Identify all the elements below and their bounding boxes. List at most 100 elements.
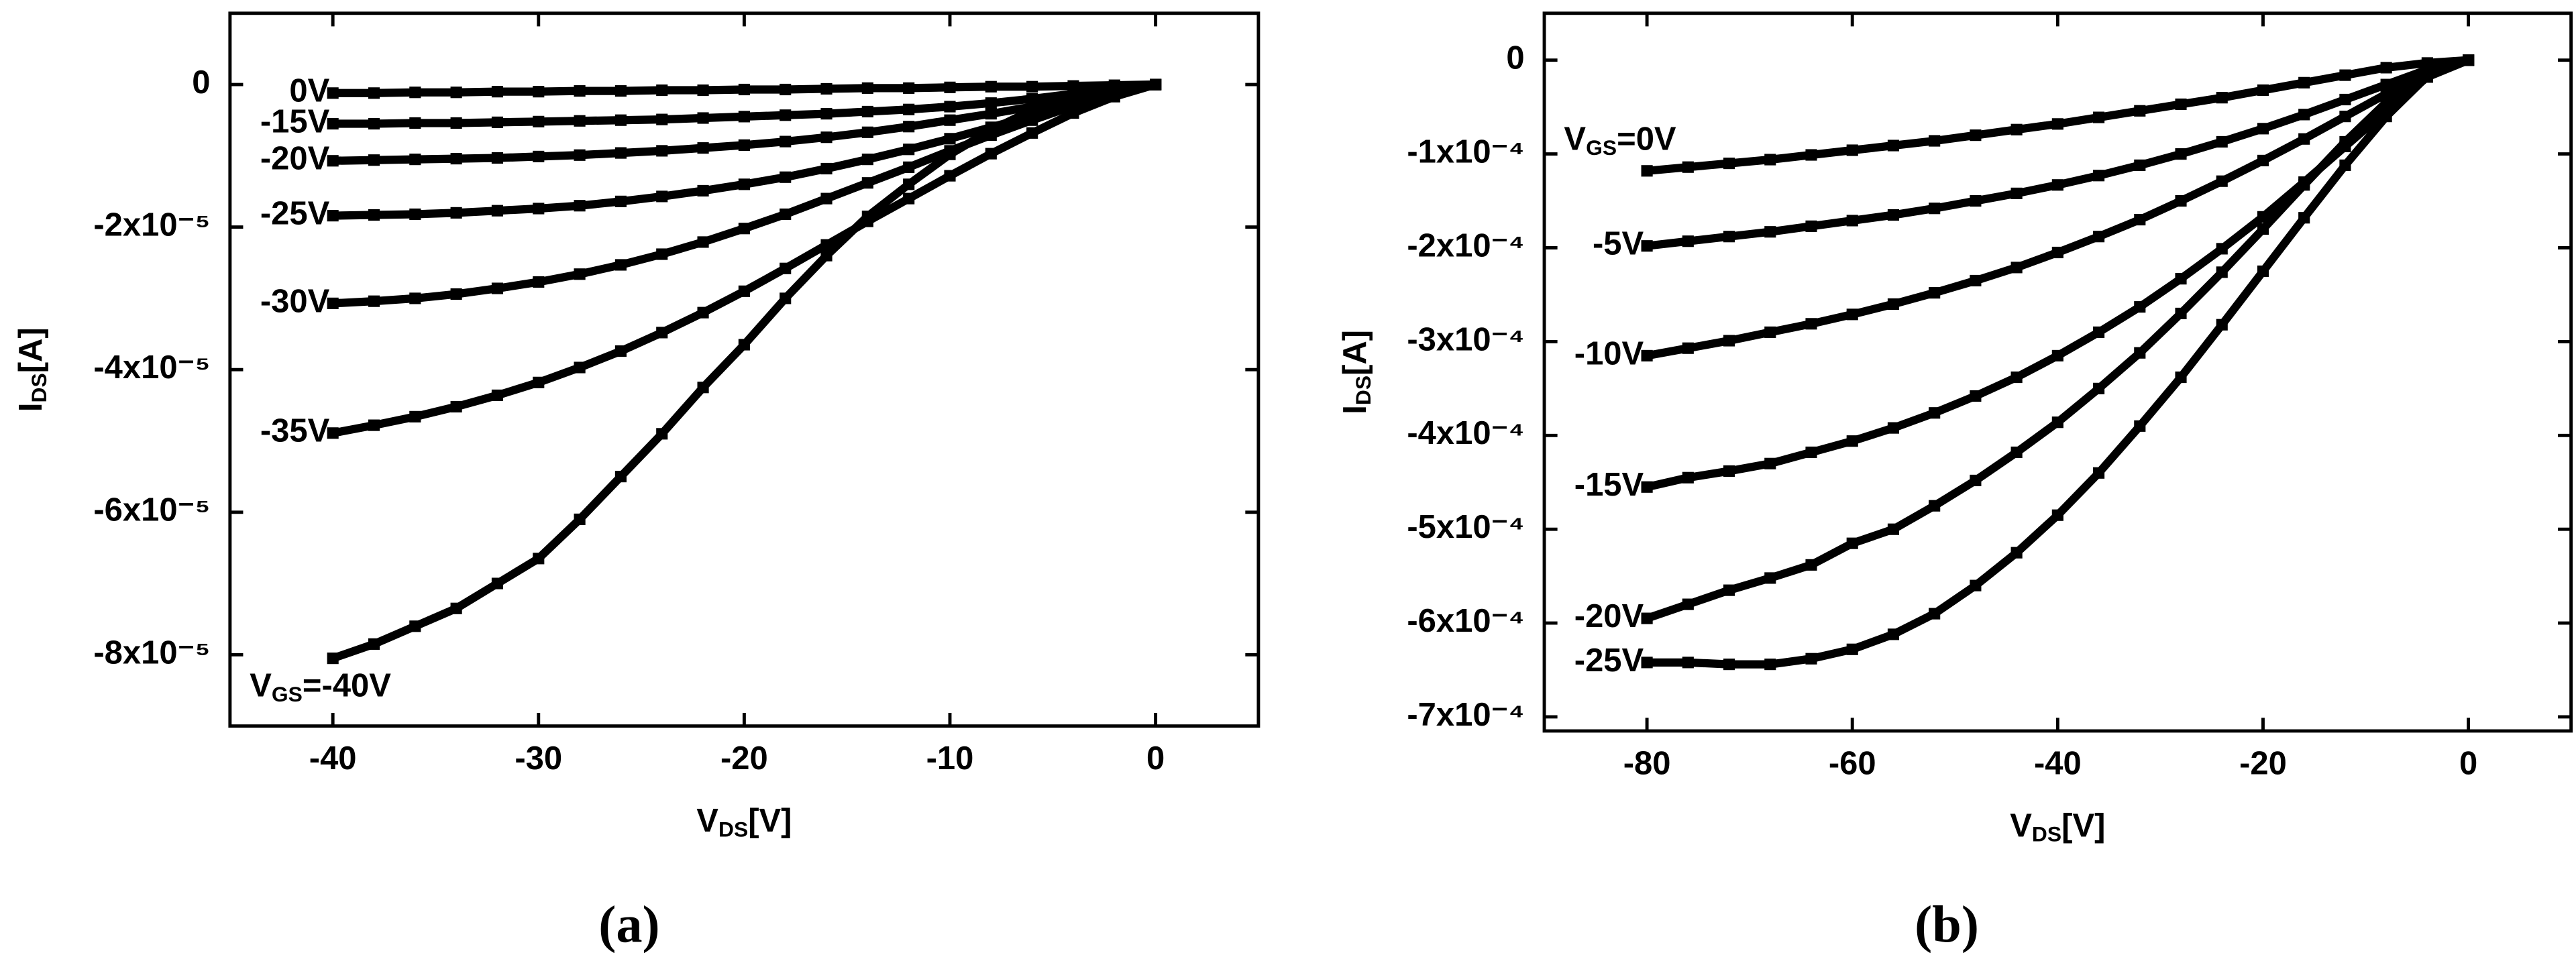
data-point (1764, 572, 1776, 584)
data-point (2093, 326, 2105, 338)
data-point (1026, 80, 1038, 93)
data-point (2134, 347, 2146, 359)
data-point (820, 131, 833, 144)
y-tick-label: -6x10⁻⁵ (93, 492, 210, 528)
data-point (2380, 97, 2392, 109)
data-point (697, 142, 709, 154)
data-point (1641, 165, 1653, 177)
data-point (697, 236, 709, 248)
data-point (574, 149, 586, 161)
data-point (656, 190, 668, 203)
y-tick-label: -3x10⁻⁴ (1407, 321, 1524, 357)
series-line (1646, 56, 2469, 250)
data-point (1805, 318, 1817, 330)
data-point (861, 154, 873, 166)
series-label: -35V (260, 413, 330, 449)
data-point (368, 295, 380, 307)
data-point (533, 276, 545, 288)
data-point (533, 203, 545, 215)
data-point (2298, 76, 2310, 89)
data-point (533, 86, 545, 98)
data-point (697, 382, 709, 394)
series-label-main: V (250, 668, 272, 704)
y-tick-label: -4x10⁻⁵ (93, 349, 210, 386)
data-point (985, 97, 997, 109)
series-label: -15V (1574, 467, 1644, 503)
data-point (1929, 287, 1941, 299)
x-tick-label: -40 (2034, 745, 2082, 781)
y-tick-label: -2x10⁻⁵ (93, 207, 210, 243)
data-point (450, 288, 462, 300)
data-point (738, 285, 750, 297)
data-point (2010, 123, 2023, 135)
data-point (1929, 608, 1941, 620)
data-point (903, 103, 915, 115)
data-point (2093, 170, 2105, 182)
data-point (944, 133, 956, 145)
x-axis-title-sub: DS (718, 817, 748, 842)
data-point (2339, 159, 2351, 171)
series-label: VGS=0V (1564, 121, 1676, 160)
data-point (2257, 84, 2269, 97)
data-point (1026, 104, 1038, 116)
x-axis-title-rest: [V] (2061, 807, 2105, 844)
data-point (2257, 265, 2269, 278)
series-label-sub: GS (272, 682, 303, 706)
data-point (2175, 148, 2187, 160)
data-point (409, 292, 421, 304)
y-axis-title-main: I (13, 402, 49, 412)
data-point (656, 113, 668, 125)
data-point (2051, 246, 2063, 259)
data-point (574, 268, 586, 280)
data-point (820, 108, 833, 120)
data-point (2175, 273, 2187, 285)
data-point (2339, 111, 2351, 123)
data-point (780, 208, 792, 221)
data-point (2093, 382, 2105, 394)
data-point (1887, 209, 1900, 221)
data-point (820, 192, 833, 205)
data-point (1026, 127, 1038, 139)
data-point (327, 653, 339, 665)
series-label: -25V (260, 196, 330, 232)
data-point (697, 84, 709, 97)
data-point (738, 83, 750, 96)
data-point (1887, 523, 1900, 535)
data-point (656, 428, 668, 440)
x-tick-label: -30 (515, 740, 562, 777)
data-point (903, 82, 915, 94)
data-point (574, 361, 586, 374)
series-label: -20V (1574, 598, 1644, 634)
data-point (1682, 161, 1694, 173)
data-point (2134, 420, 2146, 432)
data-point (2175, 98, 2187, 111)
data-point (450, 153, 462, 165)
data-point (1929, 407, 1941, 419)
x-tick-label: -80 (1623, 745, 1671, 781)
data-point (1682, 471, 1694, 484)
data-point (903, 144, 915, 156)
data-point (861, 105, 873, 118)
data-point (861, 82, 873, 94)
x-tick-label: -20 (2239, 745, 2287, 781)
data-point (985, 108, 997, 120)
data-point (2093, 231, 2105, 243)
data-point (491, 389, 504, 402)
series-label-sub: GS (1586, 135, 1617, 160)
x-axis-title: VDS[V] (2010, 807, 2105, 846)
data-point (533, 115, 545, 127)
data-point (1682, 342, 1694, 354)
data-point (1641, 612, 1653, 624)
data-point (2257, 123, 2269, 135)
data-point (574, 85, 586, 97)
data-point (1641, 240, 1653, 252)
data-point (2051, 416, 2063, 429)
data-point (1723, 231, 1735, 243)
data-point (2298, 179, 2310, 191)
data-point (697, 306, 709, 319)
caption: (a) (598, 895, 659, 953)
data-point (780, 83, 792, 96)
data-point (1764, 457, 1776, 469)
data-point (2051, 179, 2063, 191)
x-axis-title-main: V (696, 803, 718, 839)
